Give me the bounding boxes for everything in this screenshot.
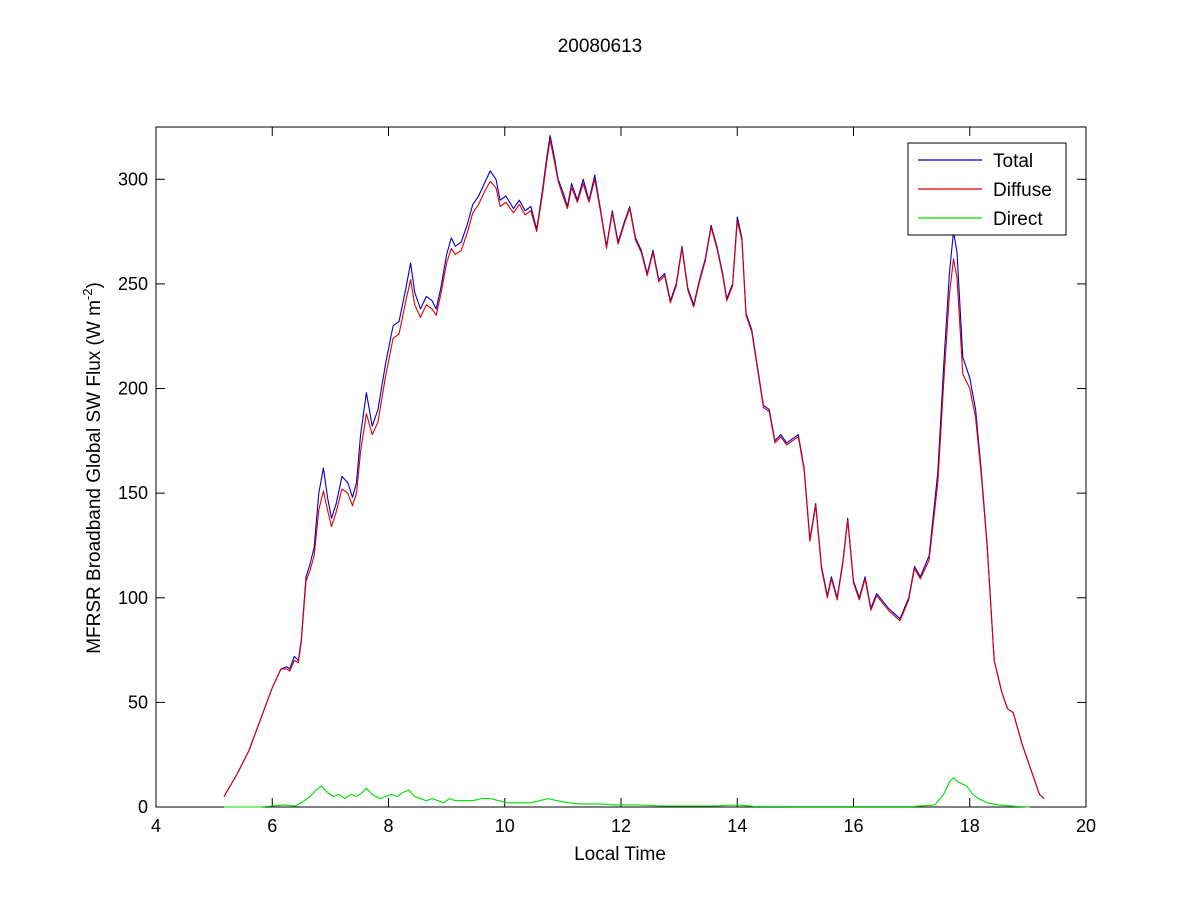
y-tick-label: 150 <box>118 483 148 503</box>
legend-label-total: Total <box>993 151 1033 172</box>
x-tick-label: 14 <box>727 816 747 836</box>
y-tick-label: 300 <box>118 169 148 189</box>
x-axis-ticks: 4 6 8 10 12 14 16 18 20 <box>151 127 1096 836</box>
x-tick-label: 6 <box>267 816 277 836</box>
y-axis-ticks: 0 50 100 150 200 250 300 <box>118 169 1086 817</box>
plot-area <box>155 126 1087 808</box>
y-axis-label-main: MFRSR Broadband Global SW Flux (W m <box>84 300 105 654</box>
y-tick-label: 200 <box>118 379 148 399</box>
series-line-direct <box>224 777 1030 808</box>
series-line-diffuse <box>223 139 1045 800</box>
x-tick-label: 12 <box>611 816 631 836</box>
legend: Total Diffuse Direct <box>907 142 1067 236</box>
x-tick-label: 10 <box>495 816 515 836</box>
x-axis-label: Local Time <box>574 844 666 865</box>
x-tick-label: 16 <box>843 816 863 836</box>
y-axis-label-superscript: -2 <box>80 289 95 301</box>
y-axis-label-tail: ) <box>84 282 105 288</box>
x-tick-label: 18 <box>960 816 980 836</box>
legend-label-direct: Direct <box>993 209 1043 230</box>
x-tick-label: 20 <box>1076 816 1096 836</box>
y-tick-label: 250 <box>118 274 148 294</box>
x-tick-label: 4 <box>151 816 161 836</box>
x-tick-label: 8 <box>383 816 393 836</box>
y-tick-label: 0 <box>138 797 148 817</box>
series-layer <box>223 134 1045 808</box>
y-axis-label: MFRSR Broadband Global SW Flux (W m-2) <box>80 282 105 654</box>
chart-title: 20080613 <box>558 36 643 57</box>
legend-label-diffuse: Diffuse <box>993 180 1052 201</box>
y-tick-label: 50 <box>128 692 148 712</box>
y-tick-label: 100 <box>118 588 148 608</box>
